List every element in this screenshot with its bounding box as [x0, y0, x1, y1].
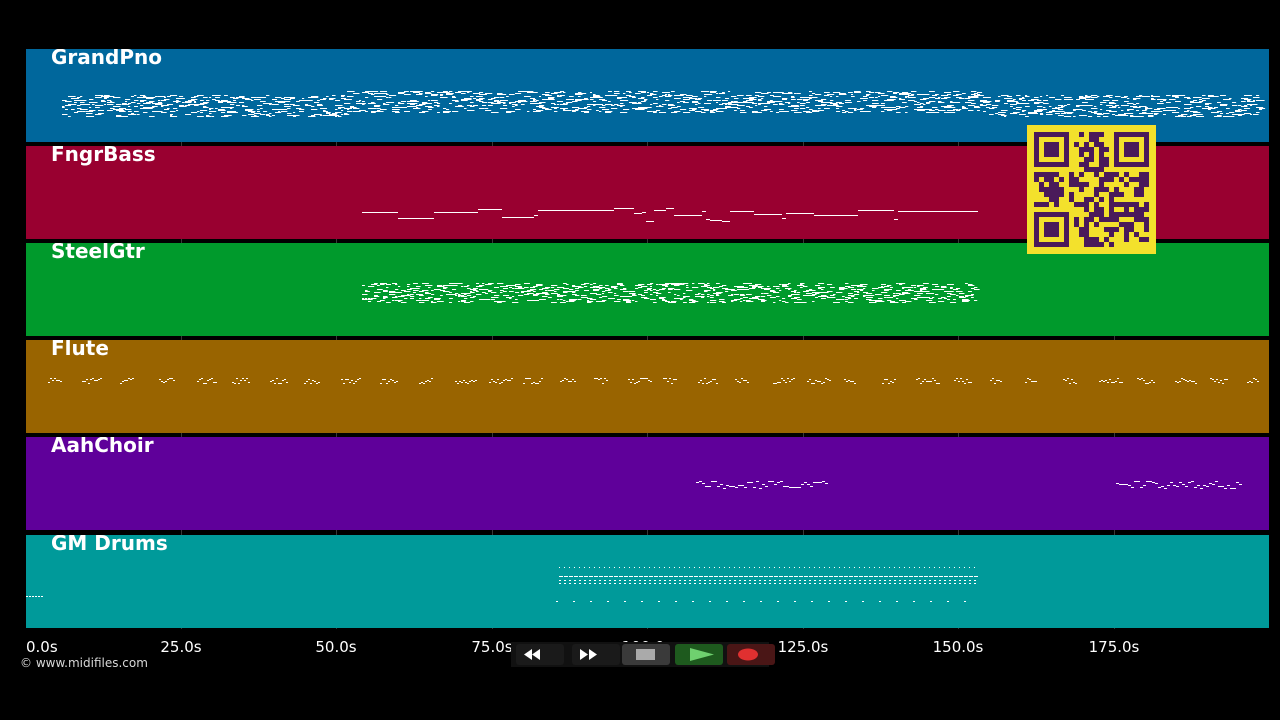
grid-line — [336, 49, 337, 629]
note-roll — [62, 91, 1266, 117]
track-name: SteelGtr — [51, 243, 145, 263]
track-lane-steelgtr[interactable]: SteelGtr — [26, 243, 1269, 336]
grid-line — [647, 49, 648, 629]
track-lane-flute[interactable]: Flute — [26, 340, 1269, 433]
note-roll — [26, 567, 978, 602]
track-lane-gm-drums[interactable]: GM Drums — [26, 535, 1269, 628]
rewind-button[interactable] — [516, 644, 564, 665]
qr-code-icon — [1034, 132, 1149, 247]
grid-line — [181, 49, 182, 629]
time-tick-label: 175.0s — [1088, 638, 1140, 656]
record-icon — [738, 648, 758, 661]
grid-line — [803, 49, 804, 629]
time-tick-label: 25.0s — [160, 638, 202, 656]
play-icon — [690, 648, 714, 661]
grid-line — [958, 49, 959, 629]
note-roll — [48, 378, 1259, 384]
note-roll — [362, 208, 978, 222]
grid-line — [1114, 49, 1115, 629]
record-button[interactable] — [727, 644, 775, 665]
grid-line — [492, 49, 493, 629]
stop-button[interactable] — [622, 644, 670, 665]
stop-icon — [636, 649, 655, 660]
time-tick-label: 150.0s — [932, 638, 984, 656]
track-name: GrandPno — [51, 49, 162, 69]
time-tick-label: 75.0s — [471, 638, 513, 656]
track-name: Flute — [51, 340, 109, 360]
time-tick-label: 0.0s — [26, 638, 58, 656]
copyright-text: © www.midifiles.com — [20, 656, 148, 670]
fast-forward-button[interactable] — [572, 644, 620, 665]
qr-code — [1027, 125, 1156, 254]
time-tick-label: 50.0s — [315, 638, 357, 656]
note-roll — [362, 283, 980, 303]
track-name: FngrBass — [51, 146, 156, 166]
track-name: AahChoir — [51, 437, 154, 457]
track-lane-aahchoir[interactable]: AahChoir — [26, 437, 1269, 530]
time-tick-label: 125.0s — [777, 638, 829, 656]
track-name: GM Drums — [51, 535, 168, 555]
note-roll — [696, 481, 1242, 489]
fast-forward-icon — [580, 649, 597, 660]
play-button[interactable] — [675, 644, 723, 665]
rewind-icon — [524, 649, 540, 660]
